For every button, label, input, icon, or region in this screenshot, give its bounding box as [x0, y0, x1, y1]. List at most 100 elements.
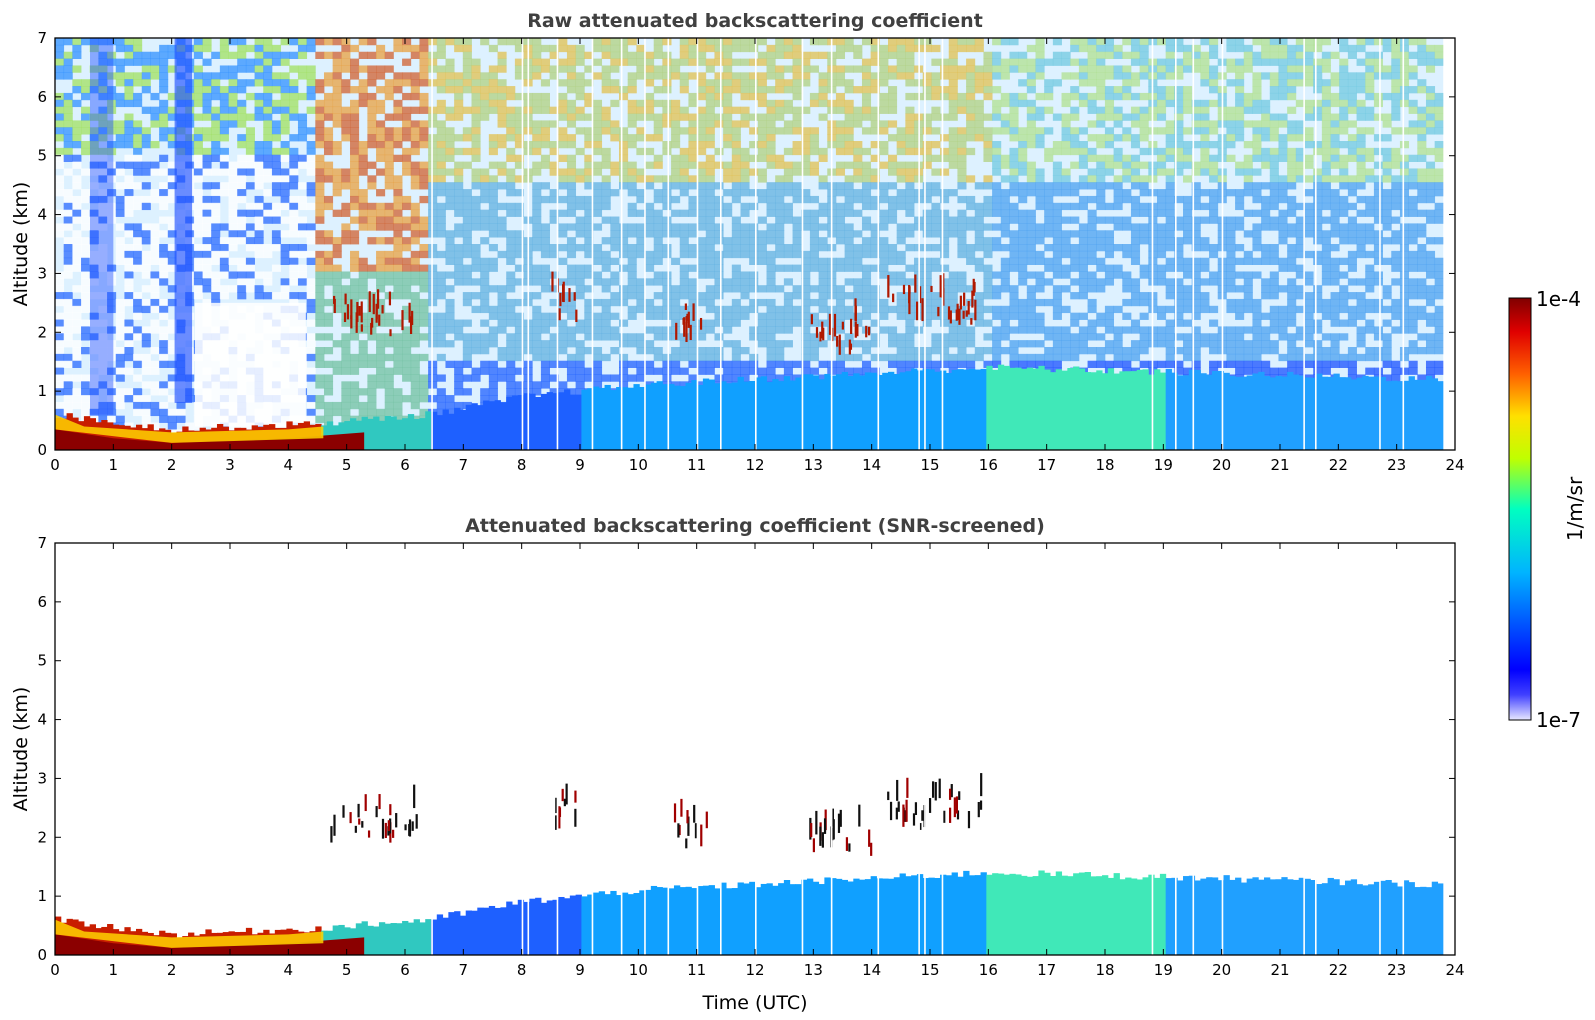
boundary-layer-column — [1431, 881, 1439, 955]
boundary-layer-column — [558, 896, 565, 955]
y-tick-label: 7 — [37, 29, 47, 47]
boundary-layer-column — [1073, 873, 1080, 955]
cloud-mark — [682, 318, 685, 325]
y-tick-label: 3 — [37, 769, 47, 787]
boundary-layer-column — [702, 378, 710, 450]
missing-profile — [830, 38, 833, 450]
cloud-mark — [568, 288, 571, 302]
missing-profile — [1315, 543, 1317, 955]
cloud-mark — [684, 303, 687, 311]
missing-profile — [941, 543, 944, 955]
boundary-layer-column — [1333, 879, 1340, 955]
boundary-layer-column — [1235, 877, 1242, 955]
cloud-mark — [892, 293, 895, 303]
boundary-layer-column — [1368, 376, 1375, 450]
cloud-mark — [346, 304, 350, 320]
missing-profile — [556, 38, 559, 450]
x-tick-label: 10 — [629, 456, 648, 474]
x-tick-label: 22 — [1329, 961, 1348, 979]
x-tick-label: 8 — [517, 456, 527, 474]
boundary-layer-column — [645, 384, 652, 450]
y-tick-label: 1 — [37, 887, 47, 905]
missing-profile — [527, 38, 530, 450]
boundary-layer-column — [668, 383, 675, 450]
x-tick-label: 14 — [862, 961, 881, 979]
boundary-layer-column — [569, 394, 577, 450]
cloud-mark — [389, 329, 392, 337]
boundary-layer-column — [766, 883, 773, 955]
cloud-mark — [411, 821, 414, 831]
boundary-layer-column — [882, 372, 889, 450]
boundary-layer-column — [1292, 374, 1300, 450]
cloud-mark — [330, 826, 333, 843]
boundary-layer-column — [1402, 880, 1410, 955]
boundary-layer-column — [818, 884, 825, 955]
boundary-layer-column — [431, 411, 438, 450]
boundary-layer-column — [1344, 377, 1352, 450]
boundary-layer-column — [1130, 878, 1138, 955]
cloud-mark — [939, 275, 942, 298]
x-tick-label: 24 — [1445, 456, 1464, 474]
boundary-layer-column — [1385, 879, 1392, 955]
boundary-layer-column — [442, 917, 449, 955]
boundary-layer-column — [968, 875, 976, 955]
boundary-layer-column — [841, 371, 849, 450]
y-tick-label: 0 — [37, 946, 47, 964]
boundary-layer-column — [1373, 376, 1381, 450]
boundary-layer-column — [367, 418, 374, 450]
missing-profile — [431, 38, 433, 450]
x-tick-label: 23 — [1387, 961, 1406, 979]
x-tick-label: 24 — [1445, 961, 1464, 979]
boundary-layer-column — [893, 877, 901, 955]
boundary-layer-column — [911, 875, 918, 955]
boundary-layer-column — [656, 887, 663, 955]
boundary-layer-column — [992, 873, 999, 955]
boundary-layer-column — [361, 416, 368, 450]
boundary-layer-column — [1073, 366, 1080, 450]
boundary-layer-column — [812, 375, 820, 450]
boundary-layer-column — [737, 882, 744, 955]
boundary-layer-column — [488, 401, 496, 450]
boundary-layer-column — [731, 888, 739, 955]
boundary-layer-column — [714, 888, 721, 955]
boundary-layer-column — [772, 885, 779, 955]
cloud-mark — [812, 838, 815, 853]
boundary-layer-column — [1084, 872, 1091, 955]
cloud-mark — [889, 801, 893, 821]
panel-raw-y-label: Altitude (km) — [10, 182, 32, 307]
boundary-layer-column — [1038, 365, 1045, 450]
x-tick-label: 11 — [687, 456, 706, 474]
boundary-layer-column — [494, 400, 501, 450]
boundary-layer-column — [1437, 381, 1444, 450]
missing-profile — [1379, 38, 1381, 450]
boundary-layer-column — [1252, 373, 1259, 450]
cloud-mark — [673, 803, 677, 823]
y-tick-label: 0 — [37, 441, 47, 459]
boundary-layer-column — [598, 387, 606, 450]
panel-raw-title: Raw attenuated backscattering coefficien… — [527, 10, 983, 32]
boundary-layer-column — [1223, 372, 1230, 450]
boundary-layer-column — [778, 883, 785, 955]
missing-profile — [918, 543, 920, 955]
boundary-layer-column — [1026, 367, 1034, 450]
boundary-layer-column — [656, 381, 663, 450]
boundary-layer-column — [870, 372, 877, 450]
cloud-mark — [387, 820, 390, 832]
cloud-mark — [344, 293, 347, 305]
boundary-layer-column — [916, 370, 924, 450]
boundary-layer-column — [546, 392, 553, 450]
cloud-mark — [962, 310, 965, 319]
boundary-layer-column — [697, 384, 704, 450]
boundary-layer-column — [448, 912, 455, 955]
boundary-layer-column — [997, 364, 1005, 450]
cloud-mark — [689, 324, 692, 341]
boundary-layer-column — [1102, 373, 1109, 450]
boundary-layer-column — [726, 383, 733, 450]
boundary-layer-column — [1229, 879, 1236, 955]
boundary-layer-column — [448, 413, 455, 450]
boundary-layer-column — [639, 386, 646, 450]
cloud-mark — [973, 281, 976, 293]
x-tick-label: 4 — [284, 456, 294, 474]
boundary-layer-column — [980, 872, 987, 955]
cloud-mark — [914, 274, 917, 293]
